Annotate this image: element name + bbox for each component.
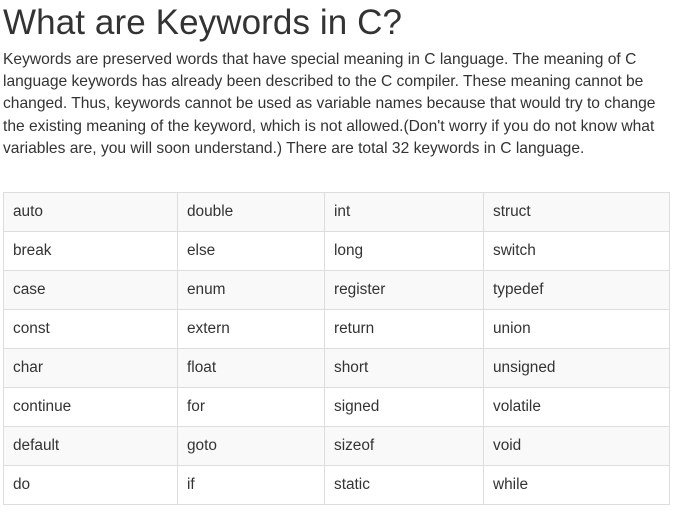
table-row: const extern return union [3,309,670,349]
keyword-cell: else [177,231,325,271]
keyword-cell: case [3,270,178,310]
keyword-cell: const [3,309,178,349]
keyword-cell: long [324,231,484,271]
keyword-cell: return [324,309,484,349]
keyword-cell: unsigned [483,348,670,388]
keyword-cell: enum [177,270,325,310]
keywords-table: auto double int struct break else long s… [3,192,670,505]
article: What are Keywords in C? Keywords are pre… [3,0,670,505]
keyword-cell: typedef [483,270,670,310]
keyword-cell: break [3,231,178,271]
page-title: What are Keywords in C? [3,3,403,42]
table-row: continue for signed volatile [3,387,670,427]
keyword-cell: void [483,426,670,466]
keyword-cell: register [324,270,484,310]
keyword-cell: char [3,348,178,388]
keyword-cell: do [3,465,178,505]
keyword-cell: goto [177,426,325,466]
keyword-cell: short [324,348,484,388]
keyword-cell: continue [3,387,178,427]
table-row: default goto sizeof void [3,426,670,466]
keyword-cell: if [177,465,325,505]
keyword-cell: for [177,387,325,427]
keyword-cell: auto [3,192,178,232]
table-row: auto double int struct [3,192,670,232]
keyword-cell: volatile [483,387,670,427]
keyword-cell: sizeof [324,426,484,466]
table-row: do if static while [3,465,670,505]
keyword-cell: union [483,309,670,349]
keyword-cell: float [177,348,325,388]
keyword-cell: default [3,426,178,466]
intro-paragraph: Keywords are preserved words that have s… [3,51,656,157]
keyword-cell: while [483,465,670,505]
table-row: char float short unsigned [3,348,670,388]
table-row: break else long switch [3,231,670,271]
keyword-cell: static [324,465,484,505]
keyword-cell: double [177,192,325,232]
keyword-cell: struct [483,192,670,232]
table-row: case enum register typedef [3,270,670,310]
keyword-cell: signed [324,387,484,427]
keyword-cell: switch [483,231,670,271]
keyword-cell: int [324,192,484,232]
keyword-cell: extern [177,309,325,349]
